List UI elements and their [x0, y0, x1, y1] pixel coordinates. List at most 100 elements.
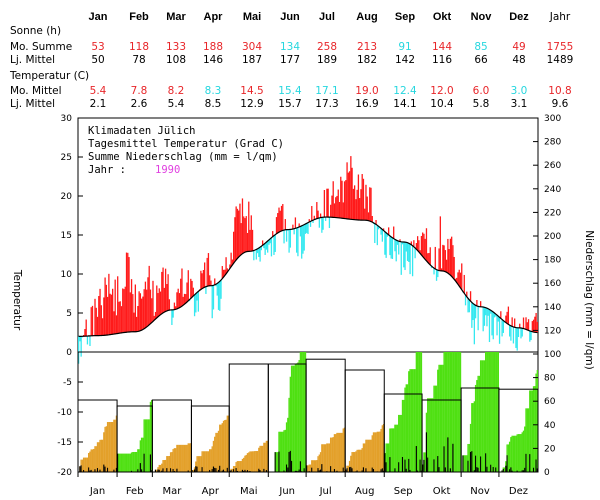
- table-cell: 10.4: [430, 98, 454, 110]
- table-cell: 144: [432, 41, 452, 53]
- left-axis-tick-label: 10: [61, 270, 73, 280]
- table-cell: 213: [357, 41, 377, 53]
- table-cell: 91: [398, 41, 411, 53]
- table-month-header: Jan: [89, 11, 108, 23]
- left-axis-tick-label: -20: [57, 468, 72, 478]
- month-axis-label: Jun: [278, 486, 295, 497]
- left-axis-tick-label: -15: [57, 438, 72, 448]
- right-axis-tick-label: 160: [544, 279, 561, 289]
- table-cell: 53: [91, 41, 104, 53]
- table-cell: 12.0: [430, 85, 453, 97]
- annotation-year-label: Jahr :: [88, 164, 126, 176]
- table-month-header: Okt: [433, 11, 452, 23]
- right-axis-tick-label: 140: [544, 303, 561, 313]
- table-cell: 134: [280, 41, 300, 53]
- month-axis-label: Mai: [240, 486, 258, 497]
- table-cell: 118: [129, 41, 149, 53]
- summary-table: Jan Feb Mar Apr Mai Jun Jul Aug Sep Okt Nov Dez Jah…: [9, 11, 573, 110]
- table-month-header: Mar: [166, 11, 186, 23]
- table-year-cell: 1755: [547, 41, 574, 53]
- table-cell: 5.4: [90, 85, 107, 97]
- annotation-title: Klimadaten Jülich: [88, 125, 195, 137]
- table-year-cell: 10.8: [548, 85, 571, 97]
- left-axis-tick-label: 30: [61, 114, 73, 124]
- table-row-label: Mo. Mittel: [10, 85, 62, 97]
- table-cell: 17.1: [315, 85, 338, 97]
- table-cell: 85: [474, 41, 487, 53]
- right-axis-tick-label: 300: [544, 114, 561, 124]
- table-cell: 189: [317, 54, 337, 66]
- table-year-header: Jahr: [549, 11, 571, 23]
- left-axis-tick-label: 15: [61, 231, 72, 241]
- right-axis-tick-label: 0: [544, 468, 550, 478]
- month-axis-label: Sep: [394, 486, 413, 497]
- table-row-label: Mo. Summe: [10, 41, 72, 53]
- right-axis-tick-label: 20: [544, 444, 556, 454]
- table-month-header: Jul: [319, 11, 335, 23]
- table-cell: 17.3: [315, 98, 338, 110]
- table-month-header: Mai: [243, 11, 261, 23]
- table-cell: 258: [317, 41, 337, 53]
- table-cell: 14.5: [240, 85, 263, 97]
- table-cell: 8.5: [205, 98, 222, 110]
- table-cell: 188: [203, 41, 223, 53]
- table-month-headers: Jan Feb Mar Apr Mai Jun Jul Aug Sep Okt Nov Dez: [89, 11, 530, 23]
- table-cell: 49: [512, 41, 525, 53]
- left-axis-tick-label: 25: [61, 153, 72, 163]
- table-cell: 78: [132, 54, 145, 66]
- table-cell: 15.4: [278, 85, 302, 97]
- right-axis-tick-label: 180: [544, 256, 561, 266]
- month-axis-label: Okt: [433, 486, 451, 497]
- table-year-cell: 1489: [547, 54, 574, 66]
- table-cell: 177: [280, 54, 300, 66]
- table-cell: 14.1: [393, 98, 416, 110]
- table-cell: 48: [512, 54, 525, 66]
- right-axis-tick-label: 280: [544, 138, 561, 148]
- table-cell: 5.4: [168, 98, 185, 110]
- month-axis-label: Jan: [89, 486, 105, 497]
- month-axis-label: Nov: [470, 486, 490, 497]
- month-axis-label: Apr: [202, 486, 220, 497]
- right-axis-tick-label: 60: [544, 397, 556, 407]
- table-cell: 12.9: [240, 98, 263, 110]
- month-axis-label: Feb: [126, 486, 144, 497]
- table-cell: 2.6: [131, 98, 148, 110]
- table-month-header: Dez: [509, 11, 529, 23]
- chart-annotation: Klimadaten Jülich Tagesmittel Temperatur…: [88, 125, 284, 176]
- table-cell: 19.0: [355, 85, 378, 97]
- table-cell: 12.4: [393, 85, 417, 97]
- table-cell: 50: [91, 54, 104, 66]
- table-row-label: Lj. Mittel: [10, 54, 55, 66]
- annotation-temperature-line: Tagesmittel Temperatur (Grad C): [88, 138, 284, 150]
- table-cell: 6.0: [473, 85, 490, 97]
- monthly-normal-box: [498, 388, 539, 473]
- table-cell: 108: [166, 54, 186, 66]
- table-cell: 8.3: [205, 85, 222, 97]
- table-cell: 133: [166, 41, 186, 53]
- left-axis-tick-label: -10: [57, 408, 72, 418]
- table-cell: 16.9: [355, 98, 378, 110]
- right-axis-tick-label: 240: [544, 185, 561, 195]
- table-month-header: Aug: [356, 11, 377, 23]
- right-axis-title: Niederschlag (mm = l/qm): [583, 230, 595, 369]
- table-cell: 187: [242, 54, 262, 66]
- table-cell: 116: [432, 54, 452, 66]
- sun-section-title: Sonne (h): [10, 25, 61, 37]
- table-cell: 7.8: [131, 85, 148, 97]
- table-row-label: Lj. Mittel: [10, 98, 55, 110]
- table-year-cell: 9.6: [552, 98, 569, 110]
- left-axis-title: Temperatur: [11, 269, 23, 331]
- table-cell: 182: [357, 54, 377, 66]
- right-axis-tick-label: 220: [544, 208, 561, 218]
- month-axis-label: Dez: [509, 486, 528, 497]
- table-cell: 8.2: [168, 85, 185, 97]
- table-cell: 15.7: [278, 98, 301, 110]
- month-axis-label: Jul: [319, 486, 332, 497]
- climate-mean-line: [78, 216, 538, 337]
- table-month-header: Nov: [471, 11, 493, 23]
- right-axis-tick-label: 120: [544, 326, 561, 336]
- table-month-header: Apr: [204, 11, 224, 23]
- table-cell: 3.1: [511, 98, 528, 110]
- table-cell: 66: [474, 54, 488, 66]
